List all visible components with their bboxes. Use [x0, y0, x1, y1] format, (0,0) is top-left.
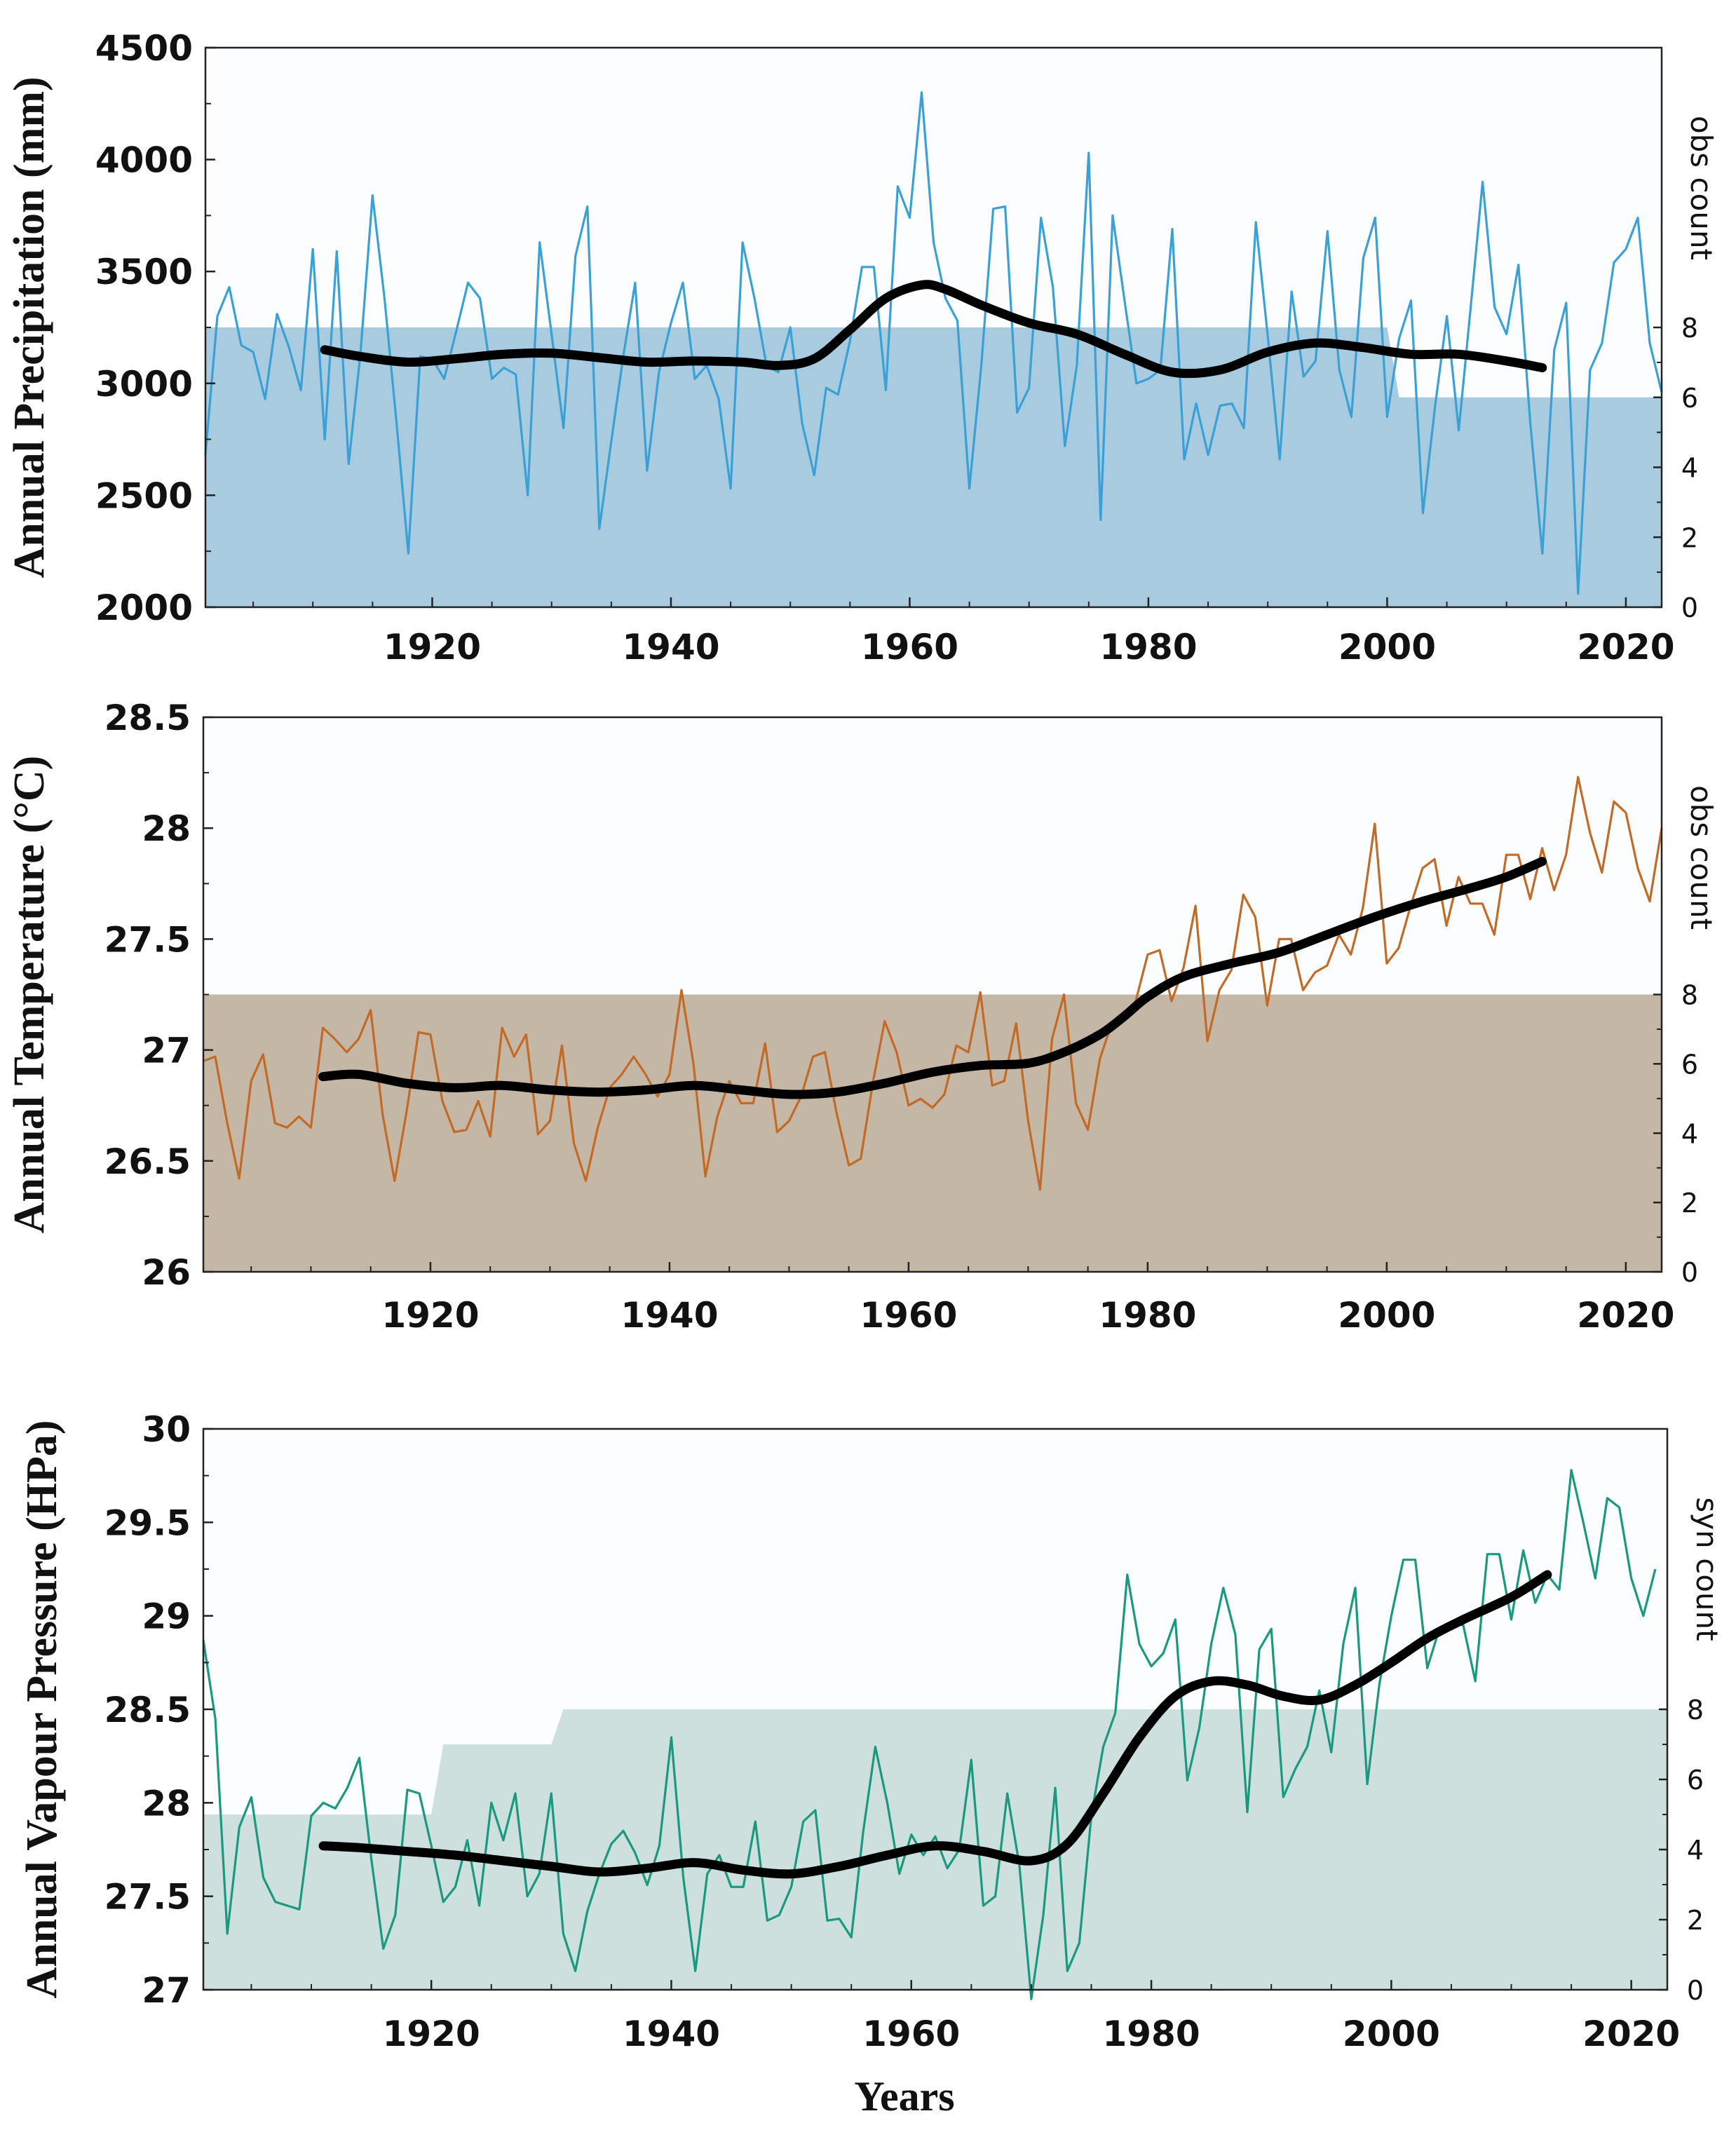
vapour-pressure-x-tick-label: 1940: [623, 2014, 720, 2054]
temperature-annual-line: [203, 775, 1663, 1191]
temperature-x-tick-label: 1940: [621, 1295, 718, 1336]
temperature-x-tick-label: 2020: [1577, 1295, 1674, 1336]
temperature-y-tick-label: 27: [142, 1031, 191, 1071]
vapour-pressure-right-tick-label: 8: [1687, 1695, 1704, 1725]
vapour-pressure-y-tick-label: 30: [142, 1409, 191, 1450]
precipitation-right-tick-label: 0: [1681, 592, 1698, 623]
panel-vapour-pressure: 27 27.5 28 28.5 29 29.5 30 0 2 4 6 8 1920 1940 1960 198…: [18, 1409, 1724, 2054]
vapour-pressure-x-tick-label: 1980: [1102, 2014, 1200, 2054]
vapour-pressure-x-tick-label: 1960: [862, 2014, 960, 2054]
precipitation-x-tick-label: 1980: [1099, 627, 1197, 667]
precipitation-x-tick-label: 2020: [1577, 627, 1674, 667]
temperature-x-tick-label: 1960: [860, 1295, 957, 1336]
temperature-right-tick-label: 0: [1681, 1257, 1698, 1288]
vapour-pressure-x-tick-label: 1920: [383, 2014, 480, 2054]
temperature-right-tick-label: 2: [1681, 1188, 1698, 1219]
temperature-count-fill: [203, 994, 1662, 1272]
vapour-pressure-right-tick-label: 0: [1687, 1975, 1704, 2006]
vapour-pressure-x-tick-label: 2000: [1343, 2014, 1440, 2054]
precipitation-y-tick-label: 4000: [95, 140, 193, 181]
precipitation-right-axis-title: obs count: [1684, 116, 1718, 260]
precipitation-x-tick-label: 1940: [622, 627, 719, 667]
vapour-pressure-right-tick-label: 6: [1687, 1765, 1704, 1796]
vapour-pressure-y-tick-label: 29: [142, 1596, 191, 1637]
temperature-y-axis-title: Annual Temperature (°C): [6, 756, 53, 1234]
precipitation-y-tick-label: 2000: [95, 588, 193, 628]
precipitation-y-tick-label: 4500: [95, 28, 193, 69]
vapour-pressure-y-tick-label: 27: [142, 1970, 191, 2011]
precipitation-x-tick-label: 1920: [384, 627, 481, 667]
panel-precipitation: 2000 2500 3000 3500 4000 4500 0 2 4 6 8 1920 1940 196…: [6, 28, 1718, 667]
temperature-right-axis-title: obs count: [1684, 785, 1718, 930]
vapour-pressure-y-tick-label: 29.5: [104, 1502, 191, 1543]
vapour-pressure-right-tick-label: 4: [1687, 1835, 1704, 1866]
vapour-pressure-y-axis-title: Annual Vapour Pressure (HPa): [18, 1420, 66, 1998]
panel-temperature: 26 26.5 27 27.5 28 28.5 0 2 4 6 8 1920 1940 1960 1980 2…: [6, 698, 1718, 1336]
vapour-pressure-trend-line: [318, 1570, 1552, 1879]
precipitation-y-axis-title: Annual Precipitation (mm): [6, 76, 53, 578]
vapour-pressure-y-tick-label: 27.5: [104, 1877, 191, 1918]
temperature-x-tick-label: 1920: [381, 1295, 479, 1336]
precipitation-trend-line: [320, 280, 1547, 379]
temperature-right-tick-label: 4: [1681, 1118, 1698, 1149]
precipitation-y-tick-label: 3000: [95, 364, 193, 405]
precipitation-right-tick-label: 6: [1681, 383, 1698, 414]
vapour-pressure-x-tick-label: 2020: [1582, 2014, 1680, 2054]
precipitation-y-tick-label: 2500: [95, 475, 193, 516]
temperature-x-tick-label: 2000: [1338, 1295, 1435, 1336]
precipitation-right-tick-label: 4: [1681, 453, 1698, 484]
vapour-pressure-y-tick-label: 28: [142, 1783, 191, 1824]
temperature-right-tick-label: 6: [1681, 1049, 1698, 1080]
temperature-y-tick-label: 28.5: [104, 698, 191, 738]
temperature-y-tick-label: 28: [142, 808, 191, 849]
temperature-x-tick-label: 1980: [1099, 1295, 1196, 1336]
precipitation-x-tick-label: 2000: [1338, 627, 1436, 667]
precipitation-y-tick-label: 3500: [95, 252, 193, 292]
x-axis-title: Years: [854, 2073, 954, 2119]
vapour-pressure-y-tick-label: 28.5: [104, 1690, 191, 1730]
precipitation-right-tick-label: 8: [1681, 313, 1698, 344]
precipitation-right-tick-label: 2: [1681, 522, 1698, 553]
temperature-y-tick-label: 26: [142, 1252, 191, 1293]
precipitation-count-fill: [205, 327, 1662, 607]
temperature-right-tick-label: 8: [1681, 980, 1698, 1011]
temperature-y-tick-label: 26.5: [104, 1141, 191, 1182]
vapour-pressure-right-axis-title: syn count: [1690, 1497, 1724, 1641]
precipitation-x-tick-label: 1960: [861, 627, 958, 667]
vapour-pressure-right-tick-label: 2: [1687, 1905, 1704, 1936]
temperature-trend-line: [318, 857, 1547, 1099]
temperature-y-tick-label: 27.5: [104, 919, 191, 960]
